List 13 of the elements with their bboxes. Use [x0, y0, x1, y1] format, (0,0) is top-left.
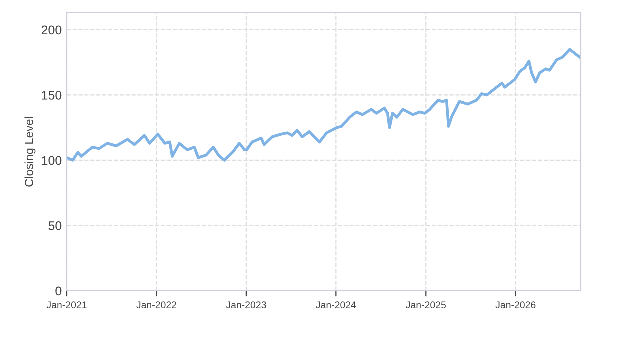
x-tick-label: Jan-2026	[496, 302, 536, 309]
x-tick-label: Jan-2022	[136, 302, 177, 309]
y-tick-label: 50	[48, 222, 62, 230]
x-tick-label: Jan-2021	[46, 302, 87, 309]
y-tick-label: 100	[42, 156, 62, 166]
line-series	[67, 48, 581, 162]
y-tick-label: 200	[42, 26, 62, 35]
y-tick-label: 0	[56, 286, 62, 296]
x-tick-label: Jan-2025	[406, 302, 446, 309]
y-tick-label: 150	[42, 91, 62, 100]
x-tick-label: Jan-2023	[226, 302, 266, 309]
y-axis-title: Closing Level	[24, 117, 36, 187]
x-tick-label: Jan-2024	[316, 302, 356, 309]
